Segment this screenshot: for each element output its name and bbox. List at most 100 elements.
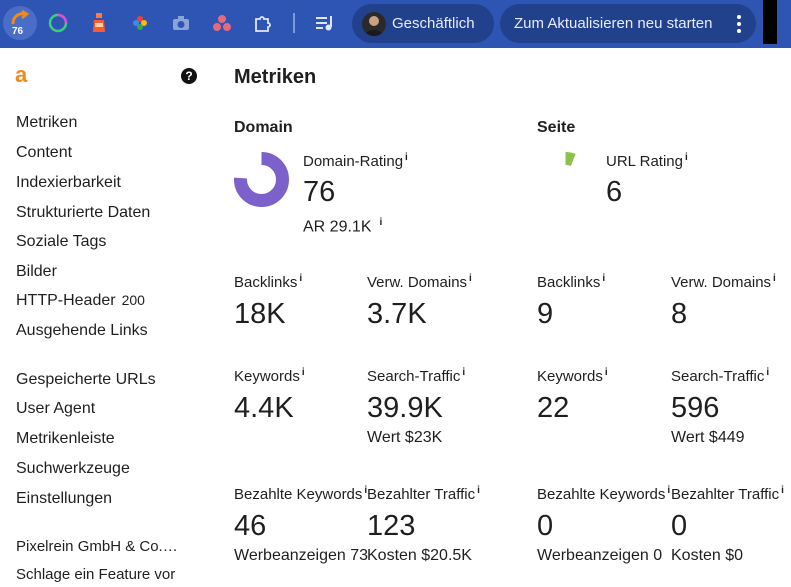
toolbar-separator [293,13,295,33]
sidebar-item-user-agent[interactable]: User Agent [16,400,96,417]
sidebar-item-bilder[interactable]: Bilder [16,263,57,280]
domain-keywords-label: Keywords i [234,367,305,385]
page-refdomains-label: Verw. Domains i [671,273,776,291]
sidebar-item-suchwerkzeuge[interactable]: Suchwerkzeuge [16,460,130,477]
sidebar-item-gespeicherte-urls[interactable]: Gespeicherte URLs [16,371,156,388]
url-rating-label: URL Rating i [606,152,688,170]
page-paid-traffic-label: Bezahlter Traffic i [671,485,784,503]
camera-icon [173,16,189,30]
domain-backlinks-label: Backlinks i [234,273,302,291]
info-icon[interactable]: i [301,367,305,378]
info-icon[interactable]: i [781,485,784,496]
domain-rating-value: 76 [303,176,336,208]
ahrefs-extension-button[interactable]: 76 [3,6,37,40]
label-text: Bezahlte Keywords [537,486,666,503]
avatar [362,12,386,36]
label-text: Bezahlter Traffic [671,486,780,503]
update-label: Zum Aktualisieren neu starten [514,15,713,32]
label-text: Backlinks [537,274,601,291]
colorful-flower-icon [133,16,147,30]
domain-paid-traffic-label: Bezahlter Traffic i [367,485,480,503]
info-icon[interactable]: i [773,273,776,284]
profile-button[interactable]: Geschäftlich [352,4,494,43]
bottle-extension-button[interactable] [84,8,114,38]
circle-ring-icon [48,13,68,33]
domain-backlinks-value: 18K [234,298,286,330]
domain-heading: Domain [234,119,293,136]
domain-traffic-value: 39.9K [367,392,443,424]
domain-paid-cost: Kosten $20.5K [367,547,472,564]
ahrefs-icon [11,10,30,25]
sidebar-item-metriken[interactable]: Metriken [16,114,78,131]
page-traffic-label: Search-Traffic i [671,367,769,385]
domain-rating-arc [234,152,289,207]
extensions-menu-button[interactable] [248,8,278,38]
info-icon[interactable]: i [667,485,671,496]
domain-paid-keywords-value: 46 [234,510,267,542]
sidebar-item-soziale-tags[interactable]: Soziale Tags [16,233,107,250]
domain-ads-count: Werbeanzeigen 73 [234,547,369,564]
sidebar-item-indexierbarkeit[interactable]: Indexierbarkeit [16,174,121,191]
ar-text: AR 29.1K [303,218,372,236]
media-control-button[interactable] [310,8,340,38]
media-queue-icon [316,16,332,31]
info-icon[interactable]: i [364,485,368,496]
ahrefs-rank: AR 29.1K i [303,217,382,236]
info-icon[interactable]: i [299,273,303,284]
ahrefs-logo: a [15,62,28,87]
page-title: Metriken [234,66,317,88]
info-icon[interactable]: i [462,367,466,378]
extension-badge: 76 [12,26,24,37]
page-ads-count: Werbeanzeigen 0 [537,547,663,564]
account-name[interactable]: Pixelrein GmbH & Co.… [16,538,178,555]
domain-traffic-label: Search-Traffic i [367,367,465,385]
domain-refdomains-value: 3.7K [367,298,427,330]
domain-refdomains-label: Verw. Domains i [367,273,472,291]
domain-rating-ring [234,152,289,207]
person-icon [365,16,383,36]
camera-extension-button[interactable] [166,8,196,38]
info-icon[interactable]: i [602,273,606,284]
page-keywords-label: Keywords i [537,367,608,385]
page-backlinks-value: 9 [537,298,554,330]
sidebar-item-content[interactable]: Content [16,144,73,161]
more-vert-icon[interactable] [731,14,747,34]
sidebar-item-metrikenleiste[interactable]: Metrikenleiste [16,430,115,447]
help-icon[interactable]: ? [181,68,197,84]
sidebar-item-einstellungen[interactable]: Einstellungen [16,490,113,507]
info-icon[interactable]: i [477,485,480,496]
label-text: URL Rating [606,153,683,170]
page-paid-traffic-value: 0 [671,510,688,542]
info-icon[interactable]: i [604,367,608,378]
sidebar-item-strukturierte-daten[interactable]: Strukturierte Daten [16,204,151,221]
label-text: Bezahlte Keywords [234,486,363,503]
update-button[interactable]: Zum Aktualisieren neu starten [500,4,756,43]
info-icon[interactable]: i [469,273,472,284]
page-refdomains-value: 8 [671,298,688,330]
sidebar-item-ausgehende-links[interactable]: Ausgehende Links [16,322,148,339]
browser-toolbar: 76 [0,0,791,48]
suggest-feature-link[interactable]: Schlage ein Feature vor [16,566,176,583]
flower-extension-button[interactable] [125,8,155,38]
label-text: Keywords [537,368,603,385]
info-icon[interactable]: i [684,152,688,163]
page-backlinks-label: Backlinks i [537,273,605,291]
apps-extension-button[interactable] [207,8,237,38]
label-text: Backlinks [234,274,298,291]
circle-extension-button[interactable] [43,8,73,38]
label-text: Verw. Domains [367,274,468,291]
profile-label: Geschäftlich [392,15,475,32]
page-paid-keywords-value: 0 [537,510,554,542]
label-text: Keywords [234,368,300,385]
info-icon[interactable]: i [379,217,383,228]
info-icon[interactable]: i [405,152,408,163]
label-text: Search-Traffic [671,368,765,385]
url-rating-arc [538,152,593,207]
domain-rating-label: Domain-Rating i [303,152,408,170]
page-paid-cost: Kosten $0 [671,547,744,564]
sidebar-item-http-header[interactable]: HTTP-Header 200 [16,292,145,310]
info-icon[interactable]: i [766,367,770,378]
domain-keywords-value: 4.4K [234,392,294,424]
label-text: Domain-Rating [303,153,404,170]
page-paid-keywords-label: Bezahlte Keywords i [537,485,670,503]
